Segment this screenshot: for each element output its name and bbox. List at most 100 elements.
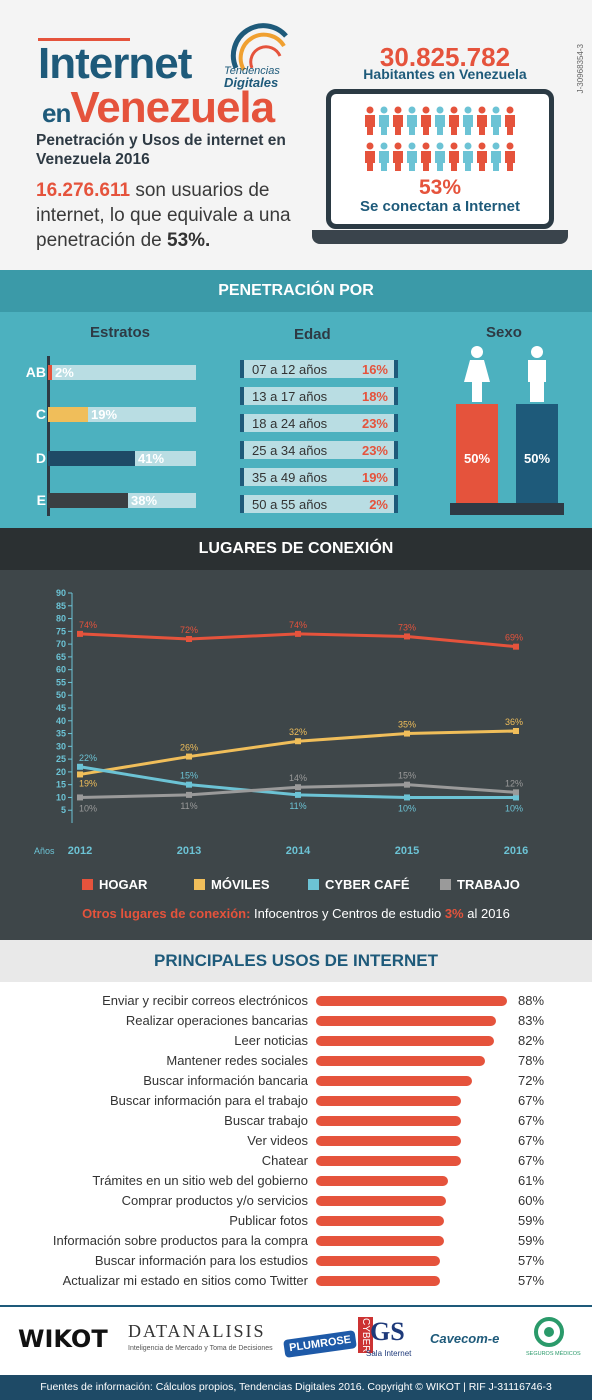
uso-row: Comprar productos y/o servicios 60% <box>0 1191 592 1211</box>
tendencias-digitales-logo-text: Tendencias Digitales <box>224 66 280 90</box>
otros-tail: al 2016 <box>463 906 510 921</box>
uso-value: 59% <box>518 1213 545 1228</box>
person-icon <box>365 106 375 135</box>
estrato-bar-track: 38% <box>48 493 196 508</box>
cavecom-logo: Cavecom-e <box>430 1331 500 1346</box>
y-tick-label: 5 <box>61 805 66 815</box>
uso-value: 78% <box>518 1053 545 1068</box>
person-icon <box>449 142 459 171</box>
brand-title-line2: enVenezuela <box>42 83 275 135</box>
data-point <box>513 789 519 796</box>
uso-bar <box>316 1256 440 1266</box>
footer-sources: Fuentes de información: Cálculos propios… <box>0 1375 592 1400</box>
uso-label: Buscar información para los estudios <box>94 1253 308 1268</box>
uso-bar <box>316 1196 446 1206</box>
uso-bar <box>316 1216 444 1226</box>
data-label: 15% <box>398 771 416 781</box>
laptop-illustration <box>326 89 554 229</box>
y-tick-label: 85 <box>56 601 66 611</box>
estrato-bar-fill <box>48 493 128 508</box>
data-label: 74% <box>289 620 307 630</box>
data-point <box>404 730 410 737</box>
uso-bar <box>316 1036 494 1046</box>
data-label: 22% <box>79 753 97 763</box>
uso-bar <box>316 1136 461 1146</box>
otros-text: Infocentros y Centros de estudio <box>250 906 445 921</box>
uso-row: Publicar fotos 59% <box>0 1211 592 1231</box>
data-point <box>404 794 410 801</box>
tendencias-digitales-logo-icon <box>230 23 288 72</box>
estrato-label: E <box>36 492 46 508</box>
male-icon <box>528 346 546 402</box>
edad-value: 18% <box>361 389 388 404</box>
data-point <box>295 738 301 745</box>
edad-range: 25 a 34 años <box>252 443 328 458</box>
person-icon <box>491 106 501 135</box>
uso-row: Buscar información para los estudios 57% <box>0 1251 592 1271</box>
legend-label: TRABAJO <box>457 877 520 892</box>
y-tick-label: 90 <box>56 588 66 598</box>
uso-row: Información sobre productos para la comp… <box>0 1231 592 1251</box>
brand-title-venezuela: Venezuela <box>70 83 275 132</box>
person-icon <box>435 106 445 135</box>
uso-label: Publicar fotos <box>229 1213 308 1228</box>
uso-value: 57% <box>518 1273 545 1288</box>
uso-row: Actualizar mi estado en sitios como Twit… <box>0 1271 592 1291</box>
data-point <box>513 728 519 734</box>
y-tick-label: 45 <box>56 703 66 713</box>
plumrose-logo: PLUMROSE <box>283 1330 358 1358</box>
person-icon <box>477 142 487 171</box>
edad-value: 2% <box>369 497 388 512</box>
uso-bar <box>316 1176 448 1186</box>
person-icon <box>463 106 473 135</box>
person-icon <box>379 106 389 135</box>
uso-value: 67% <box>518 1113 545 1128</box>
wikot-logo: WIKOT <box>18 1325 108 1353</box>
users-pct: 53%. <box>167 230 211 251</box>
data-label: 14% <box>289 773 307 783</box>
uso-row: Buscar información para el trabajo 67% <box>0 1091 592 1111</box>
estrato-bar-fill <box>48 451 135 466</box>
edad-title: Edad <box>294 326 331 343</box>
person-icon <box>421 142 431 171</box>
y-tick-label: 40 <box>56 716 66 726</box>
uso-label: Trámites en un sitio web del gobierno <box>92 1173 308 1188</box>
uso-label: Comprar productos y/o servicios <box>121 1193 308 1208</box>
people-icons <box>365 106 515 171</box>
y-tick-label: 20 <box>56 767 66 777</box>
cyber-logo: CYBER <box>358 1317 373 1354</box>
legend-label: CYBER CAFÉ <box>325 877 410 892</box>
legend-swatch <box>308 879 319 890</box>
person-icon <box>505 142 515 171</box>
estrato-bar-track: 2% <box>48 365 196 380</box>
y-tick-label: 10 <box>56 792 66 802</box>
person-icon <box>365 142 375 171</box>
person-icon <box>407 142 417 171</box>
laptop-base <box>312 230 568 244</box>
person-icon <box>463 142 473 171</box>
data-point <box>295 630 301 637</box>
population-number: 30.825.782 <box>379 42 511 72</box>
population-label: Habitantes en Venezuela <box>363 66 527 82</box>
title-accent-line <box>38 38 130 41</box>
edad-value: 23% <box>361 443 388 458</box>
uso-value: 67% <box>518 1133 545 1148</box>
uso-row: Buscar información bancaria 72% <box>0 1071 592 1091</box>
penetracion-title: PENETRACIÓN POR <box>0 270 592 312</box>
y-tick-label: 15 <box>56 780 66 790</box>
person-icon <box>393 106 403 135</box>
uso-bar <box>316 1056 485 1066</box>
edad-value: 19% <box>361 470 388 485</box>
gs-logo: GS <box>370 1317 405 1346</box>
uso-row: Realizar operaciones bancarias 83% <box>0 1011 592 1031</box>
uso-label: Chatear <box>261 1153 308 1168</box>
sexo-base <box>450 503 564 515</box>
legend-swatch <box>82 879 93 890</box>
uso-label: Buscar trabajo <box>224 1113 308 1128</box>
person-icon <box>421 106 431 135</box>
uso-bar <box>316 1236 444 1246</box>
y-tick-label: 25 <box>56 754 66 764</box>
datanalisis-subtitle: Inteligencia de Mercado y Toma de Decisi… <box>128 1345 273 1352</box>
data-label: 15% <box>180 771 198 781</box>
uso-bar <box>316 1096 461 1106</box>
